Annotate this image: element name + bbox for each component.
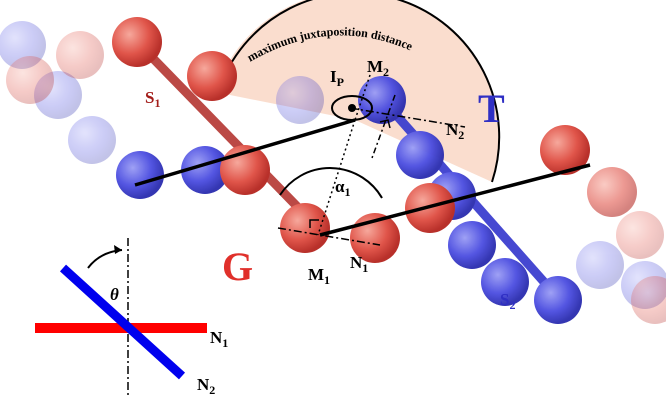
label-ip: IP [330,67,344,89]
legend-n2: N2 [197,375,215,397]
label-alpha: α1 [335,177,351,199]
geometry-lines [134,74,591,246]
label-n2: N2 [446,120,464,142]
label-theta: θ [110,285,119,304]
label-s1: S1 [145,88,160,110]
angle-legend: θ N1 N2 [35,238,228,397]
label-m1: M1 [308,265,330,287]
legend-n1: N1 [210,328,228,350]
label-n1: N1 [350,253,368,275]
label-t: T [478,86,505,131]
label-m2: M2 [367,57,389,79]
label-g: G [222,244,253,289]
label-s2: S2 [500,290,515,312]
